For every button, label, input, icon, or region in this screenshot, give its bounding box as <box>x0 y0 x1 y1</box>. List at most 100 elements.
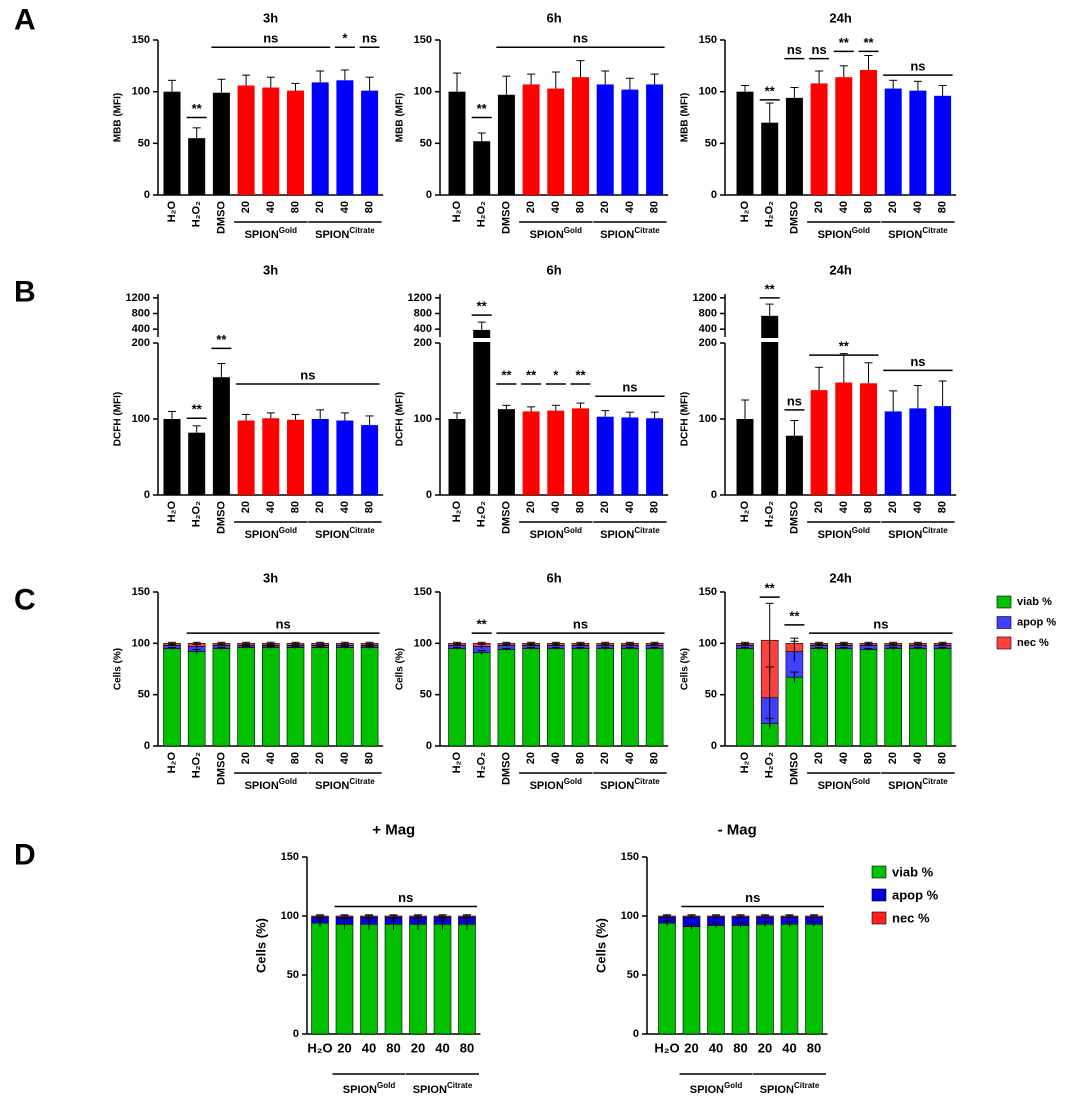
chart-title: 6h <box>547 571 562 586</box>
bar <box>884 88 902 195</box>
bar <box>497 409 515 495</box>
x-tick-label: 40 <box>265 201 277 213</box>
bar-segment <box>805 923 823 1035</box>
group-label-sup: Gold <box>564 526 582 535</box>
bar-segment <box>884 648 903 747</box>
group-label-name: SPION <box>413 1084 447 1096</box>
x-tick-label: 20 <box>599 752 611 764</box>
chart-title: 24h <box>829 11 851 26</box>
x-tick-label: 20 <box>240 752 252 764</box>
group-label: SPIONCitrate <box>888 226 948 241</box>
y-tick-label: 400 <box>132 323 150 335</box>
bar-segment <box>187 651 206 747</box>
y-tick-label: 50 <box>138 689 150 701</box>
x-tick-label: 40 <box>912 501 924 513</box>
x-tick-label: 40 <box>362 1041 376 1056</box>
y-tick-label: 50 <box>420 137 432 149</box>
bar <box>810 83 828 195</box>
x-tick-label: H₂O₂ <box>476 501 488 527</box>
significance-label: ns <box>745 890 760 905</box>
group-label-sup: Gold <box>564 226 582 235</box>
x-tick-label: H₂O <box>451 752 463 774</box>
y-axis-label: Cells (%) <box>594 918 609 973</box>
bar <box>785 435 803 495</box>
y-tick-label: 0 <box>144 740 150 752</box>
bar <box>761 315 779 495</box>
bar <box>336 80 354 195</box>
bar <box>547 88 565 195</box>
group-label-name: SPION <box>343 1084 377 1096</box>
x-tick-label: 20 <box>599 501 611 513</box>
bar-segment <box>433 923 452 1035</box>
legend-swatch <box>871 865 887 879</box>
y-tick-label: 0 <box>711 740 717 752</box>
y-axis-label: Cells (%) <box>395 648 406 690</box>
bar <box>547 410 565 495</box>
bar-segment <box>286 647 305 747</box>
y-tick-label: 0 <box>426 489 432 501</box>
significance-label: ns <box>398 890 413 905</box>
significance-label: ** <box>863 35 874 50</box>
group-label: SPIONCitrate <box>600 777 660 792</box>
bar <box>646 418 664 495</box>
bar-segment <box>163 648 181 747</box>
group-label-sup: Gold <box>564 777 582 786</box>
x-tick-label: 20 <box>813 201 825 213</box>
x-tick-label: 40 <box>339 752 351 764</box>
chart-title: + Mag <box>372 822 415 839</box>
group-label-name: SPION <box>530 529 564 541</box>
bar <box>188 138 206 195</box>
significance-label: ** <box>501 368 512 383</box>
bar <box>835 77 853 195</box>
x-tick-label: 40 <box>912 201 924 213</box>
x-tick-label: 80 <box>937 501 949 513</box>
x-tick-label: H₂O <box>166 201 178 223</box>
x-tick-label: 20 <box>887 201 899 213</box>
significance-label: * <box>553 368 559 383</box>
bar-segment <box>596 648 615 747</box>
chart-title: - Mag <box>718 822 757 839</box>
axis-break <box>434 338 673 342</box>
bar <box>934 95 952 195</box>
bar-segment <box>707 925 725 1035</box>
y-tick-label: 50 <box>627 969 639 981</box>
significance-label: ns <box>787 393 802 408</box>
bar-segment <box>546 648 565 747</box>
legend-label: nec % <box>892 911 930 926</box>
x-tick-label: DMSO <box>500 201 512 234</box>
legend-swatch <box>996 636 1012 650</box>
panel-letter: A <box>14 4 36 37</box>
group-label: SPIONGold <box>690 1081 743 1096</box>
chart-title: 3h <box>263 11 278 26</box>
group-label: SPIONCitrate <box>760 1081 820 1096</box>
x-tick-label: 40 <box>339 201 351 213</box>
bar-segment <box>658 922 676 1035</box>
group-label-sup: Citrate <box>922 226 948 235</box>
y-tick-label: 400 <box>699 323 717 335</box>
panel-letter: C <box>14 584 36 617</box>
y-tick-label: 200 <box>132 337 150 349</box>
x-tick-label: 20 <box>599 201 611 213</box>
group-label-sup: Citrate <box>349 777 375 786</box>
group-label: SPIONGold <box>245 526 298 541</box>
group-label: SPIONGold <box>818 526 871 541</box>
group-label: SPIONCitrate <box>600 226 660 241</box>
x-tick-label: 20 <box>314 752 326 764</box>
bar-segment <box>756 923 774 1035</box>
bar <box>473 141 491 195</box>
x-tick-label: 80 <box>386 1041 400 1056</box>
x-tick-label: 20 <box>525 501 537 513</box>
significance-label: ns <box>622 380 637 395</box>
group-label-name: SPION <box>600 780 634 792</box>
group-label-sup: Gold <box>852 777 870 786</box>
x-tick-label: 20 <box>887 501 899 513</box>
legend-label: apop % <box>1017 617 1056 629</box>
y-tick-label: 0 <box>633 1028 639 1040</box>
bar-segment <box>834 648 853 747</box>
group-label: SPIONGold <box>818 226 871 241</box>
bar-segment <box>571 648 590 747</box>
x-tick-label: 80 <box>364 752 376 764</box>
bar-segment <box>522 648 540 747</box>
group-label: SPIONGold <box>530 777 583 792</box>
bar-segment <box>785 676 804 747</box>
